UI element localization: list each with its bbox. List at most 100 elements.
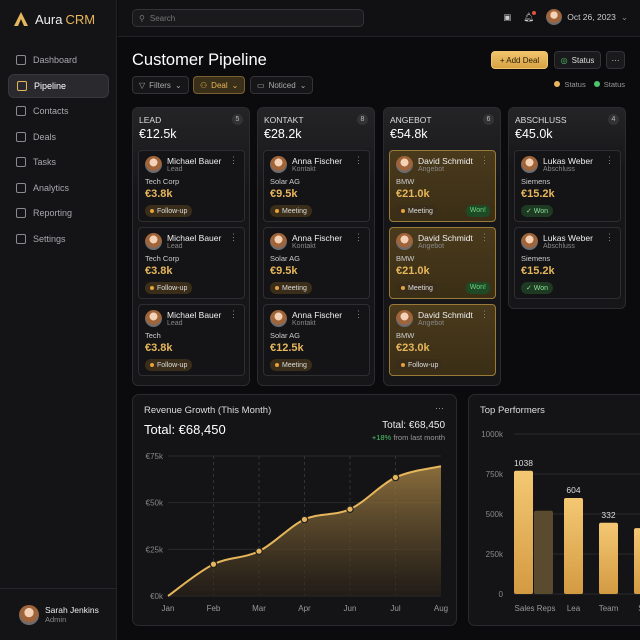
add-deal-button[interactable]: + Add Deal bbox=[491, 51, 548, 69]
sidebar-item-dashboard[interactable]: Dashboard bbox=[8, 48, 109, 72]
noticed-chip[interactable]: ▭ Noticed ⌄ bbox=[250, 76, 314, 94]
deal-value: €12.5k bbox=[270, 342, 304, 354]
kebab-menu-icon[interactable]: ⋮ bbox=[229, 309, 238, 319]
clipboard-icon bbox=[16, 157, 26, 167]
contact-stage: Lead bbox=[167, 320, 183, 327]
y-tick-label: €50k bbox=[146, 499, 164, 508]
tag-icon bbox=[16, 131, 26, 142]
briefcase-icon[interactable]: ▣ bbox=[503, 11, 512, 22]
status-label: Status bbox=[571, 55, 595, 65]
contact-stage: Lead bbox=[167, 166, 183, 173]
deal-chip[interactable]: ⚇ Deal ⌄ bbox=[193, 76, 246, 94]
deal-value: €3.8k bbox=[145, 265, 173, 277]
company: Siemens bbox=[521, 254, 551, 263]
deal-tag: ✓ Won bbox=[521, 205, 554, 217]
x-tick-label: Mar bbox=[252, 604, 266, 613]
bell-icon[interactable]: 🔔︎ bbox=[523, 10, 537, 22]
more-icon[interactable]: ··· bbox=[435, 403, 444, 413]
deal-card[interactable]: Michael Bauer Lead ⋮ Tech €3.8k Follow-u… bbox=[138, 304, 245, 376]
deal-card[interactable]: Lukas Weber Abschluss ⋮ Siemens €15.2k ✓… bbox=[514, 150, 621, 222]
kebab-menu-icon[interactable]: ⋮ bbox=[605, 232, 614, 242]
deal-card[interactable]: Anna Fischer Kontakt ⋮ Solar AG €9.5k Me… bbox=[263, 227, 370, 299]
company: BMW bbox=[396, 177, 415, 186]
sidebar-item-deals[interactable]: Deals bbox=[8, 125, 109, 149]
bar-chart-icon bbox=[16, 182, 26, 193]
kebab-menu-icon[interactable]: ⋮ bbox=[605, 155, 614, 165]
more-button[interactable]: ··· bbox=[606, 51, 625, 69]
sidebar-item-label: Settings bbox=[33, 233, 66, 244]
column-title: ANGEBOT bbox=[390, 115, 432, 125]
data-point bbox=[300, 515, 309, 524]
contact-name: Michael Bauer bbox=[167, 310, 222, 320]
kebab-menu-icon[interactable]: ⋮ bbox=[480, 232, 489, 242]
contact-stage: Angebot bbox=[418, 166, 445, 173]
deal-card[interactable]: Anna Fischer Kontakt ⋮ Solar AG €9.5k Me… bbox=[263, 150, 370, 222]
deal-card[interactable]: David Schmidt Angebot ⋮ BMW €21.0k Meeti… bbox=[389, 227, 496, 299]
kebab-menu-icon[interactable]: ⋮ bbox=[354, 155, 363, 165]
column-amount: €45.0k bbox=[515, 127, 553, 141]
pipeline-icon bbox=[17, 80, 27, 91]
date-picker[interactable]: Oct 26, 2023 ⌄ bbox=[546, 9, 628, 25]
pipeline-column-lead: LEAD 5 €12.5k Michael Bauer Lead ⋮ Tech … bbox=[132, 107, 250, 386]
kebab-menu-icon[interactable]: ⋮ bbox=[480, 309, 489, 319]
logo[interactable]: Aura CRM bbox=[13, 11, 95, 27]
sidebar-item-reporting[interactable]: Reporting bbox=[8, 201, 109, 225]
kebab-menu-icon[interactable]: ⋮ bbox=[229, 232, 238, 242]
y-tick-label: 250k bbox=[486, 550, 504, 559]
deal-value: €21.0k bbox=[396, 188, 430, 200]
deal-card[interactable]: Michael Bauer Lead ⋮ Tech Corp €3.8k Fol… bbox=[138, 227, 245, 299]
deal-card[interactable]: Michael Bauer Lead ⋮ Tech Corp €3.8k Fol… bbox=[138, 150, 245, 222]
contact-name: Anna Fischer bbox=[292, 233, 343, 243]
bar bbox=[534, 510, 553, 594]
deal-tag: Follow-up bbox=[396, 359, 444, 371]
kebab-menu-icon[interactable]: ⋮ bbox=[354, 232, 363, 242]
avatar bbox=[546, 9, 563, 25]
avatar bbox=[270, 310, 287, 327]
panel-title: Top Performers bbox=[480, 405, 545, 416]
x-tick-label: Aug bbox=[434, 604, 448, 613]
column-count: 8 bbox=[357, 114, 368, 125]
deal-card[interactable]: Lukas Weber Abschluss ⋮ Siemens €15.2k ✓… bbox=[514, 227, 621, 299]
sidebar-item-label: Contacts bbox=[33, 106, 69, 116]
sidebar-item-settings[interactable]: Settings bbox=[8, 227, 109, 251]
chip-label: Noticed bbox=[268, 80, 296, 90]
chevron-down-icon: ⌄ bbox=[174, 80, 182, 90]
won-badge: Won! bbox=[465, 205, 490, 217]
avatar bbox=[521, 156, 538, 173]
status-button[interactable]: ◎ Status bbox=[554, 51, 601, 69]
pipeline-column-angebot: ANGEBOT 6 €54.8k David Schmidt Angebot ⋮… bbox=[383, 107, 501, 386]
sidebar-item-label: Deals bbox=[33, 131, 57, 142]
sidebar-item-label: Dashboard bbox=[33, 55, 78, 65]
contact-stage: Kontakt bbox=[292, 320, 316, 327]
deal-card[interactable]: Anna Fischer Kontakt ⋮ Solar AG €12.5k M… bbox=[263, 304, 370, 376]
kebab-menu-icon[interactable]: ⋮ bbox=[229, 155, 238, 165]
company: Tech Corp bbox=[145, 254, 180, 263]
data-label: 1038 bbox=[514, 458, 533, 468]
contact-name: David Schmidt bbox=[418, 156, 473, 166]
area-fill bbox=[168, 466, 441, 596]
sidebar-item-pipeline[interactable]: Pipeline bbox=[8, 73, 109, 98]
user-name: Sarah Jenkins bbox=[45, 605, 99, 615]
column-count: 6 bbox=[483, 114, 494, 125]
pipeline-column-abschluss: ABSCHLUSS 4 €45.0k Lukas Weber Abschluss… bbox=[508, 107, 626, 309]
filters-chip[interactable]: ▽ Filters ⌄ bbox=[132, 76, 189, 94]
revenue-change: +18% from last month bbox=[371, 433, 445, 442]
deal-tag: Follow-up bbox=[145, 205, 193, 217]
search-input[interactable]: ⚲ Search bbox=[132, 9, 364, 27]
contact-name: Michael Bauer bbox=[167, 156, 222, 166]
company: Solar AG bbox=[270, 177, 301, 186]
deal-card[interactable]: David Schmidt Angebot ⋮ BMW €23.0k Follo… bbox=[389, 304, 496, 376]
sidebar: Aura CRM Dashboard Pipeline Contacts Deals Ta… bbox=[0, 0, 117, 640]
avatar bbox=[19, 604, 39, 625]
sidebar-item-contacts[interactable]: Contacts bbox=[8, 99, 109, 123]
avatar bbox=[396, 156, 413, 173]
contact-stage: Abschluss bbox=[543, 243, 575, 250]
kebab-menu-icon[interactable]: ⋮ bbox=[354, 309, 363, 319]
sidebar-item-analytics[interactable]: Analytics bbox=[8, 176, 109, 200]
sidebar-item-tasks[interactable]: Tasks bbox=[8, 150, 109, 174]
deal-card[interactable]: David Schmidt Angebot ⋮ BMW €21.0k Meeti… bbox=[389, 150, 496, 222]
kebab-menu-icon[interactable]: ⋮ bbox=[480, 155, 489, 165]
data-point bbox=[346, 505, 354, 514]
avatar bbox=[396, 233, 413, 250]
user-profile[interactable]: Sarah Jenkins Admin bbox=[0, 588, 117, 640]
